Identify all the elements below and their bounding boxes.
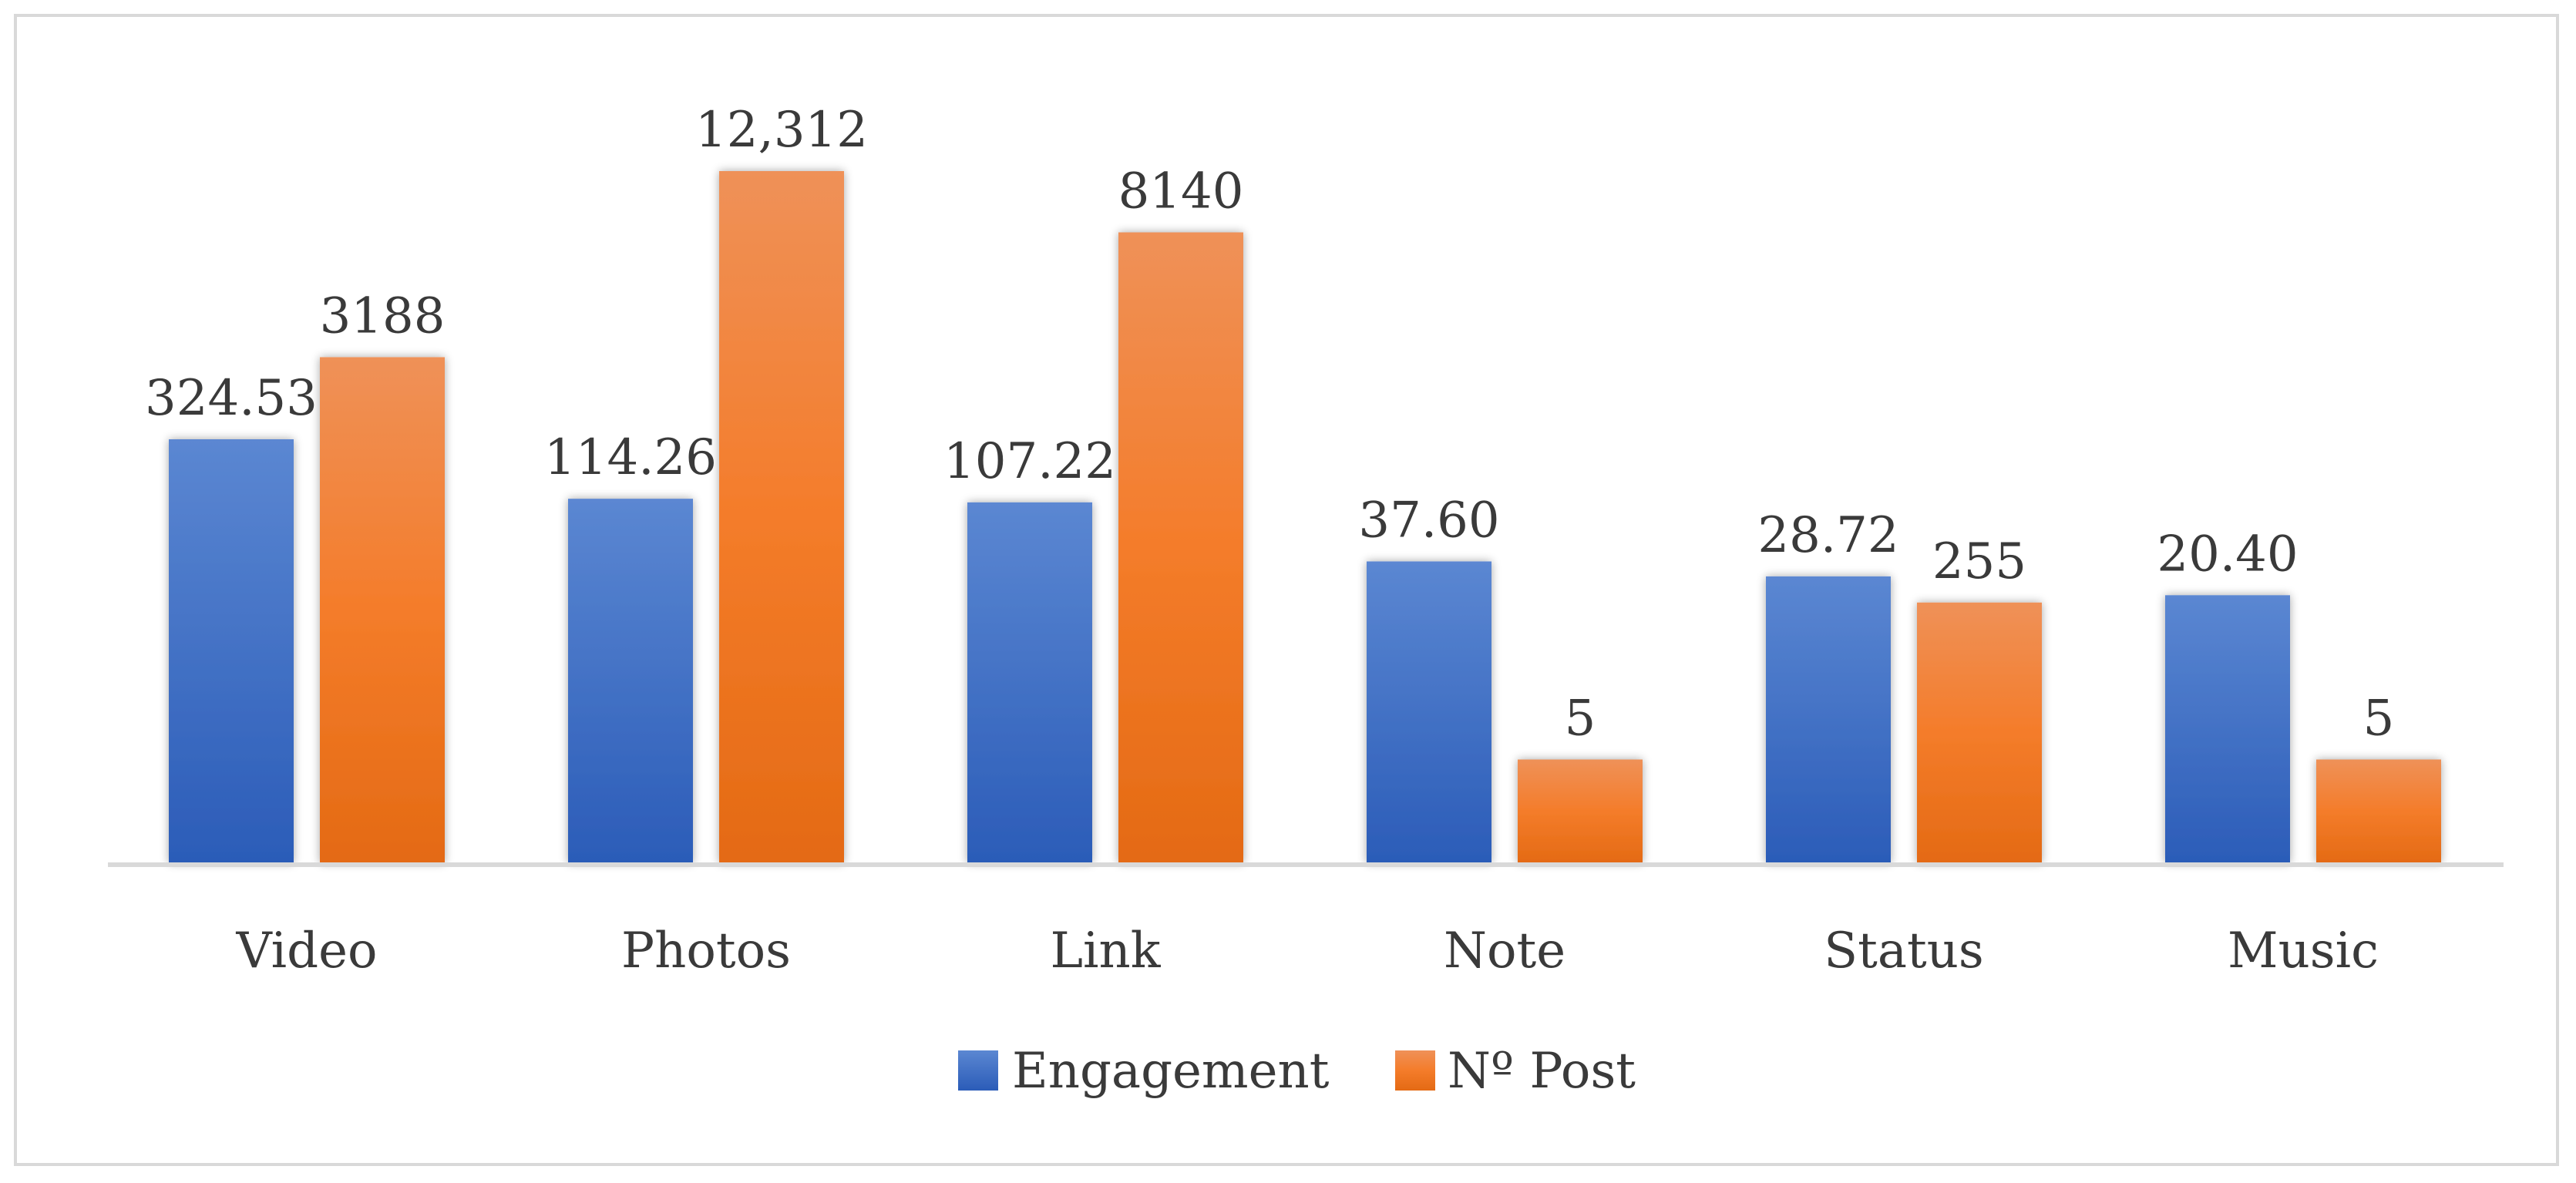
data-label-engagement-photos: 114.26 <box>544 429 717 486</box>
legend: Engagement Nº Post <box>958 1043 1636 1100</box>
bars-layer <box>169 171 2441 863</box>
data-label-engagement-video: 324.53 <box>145 370 318 427</box>
category-label-music: Music <box>2228 923 2379 980</box>
data-label-n-post-note: 5 <box>1565 691 1596 748</box>
bar-n-post-video <box>320 357 445 863</box>
legend-swatch-n-post <box>1395 1050 1435 1091</box>
bar-n-post-music <box>2316 759 2441 863</box>
bar-engagement-status <box>1766 576 1891 863</box>
category-labels-layer: Video Photos Link Note Status Music <box>236 923 2379 980</box>
bar-engagement-video <box>169 439 294 863</box>
bar-engagement-photos <box>568 499 693 863</box>
bar-n-post-status <box>1917 602 2042 863</box>
legend-swatch-engagement <box>958 1050 998 1091</box>
data-label-n-post-video: 3188 <box>320 287 446 344</box>
data-label-engagement-music: 20.40 <box>2157 526 2298 583</box>
data-label-engagement-status: 28.72 <box>1757 507 1898 564</box>
category-label-link: Link <box>1051 923 1162 980</box>
category-label-note: Note <box>1444 923 1565 980</box>
bar-n-post-photos <box>719 171 844 863</box>
data-label-n-post-music: 5 <box>2363 691 2395 748</box>
category-label-status: Status <box>1824 923 1984 980</box>
legend-label-engagement: Engagement <box>1012 1043 1330 1100</box>
bar-engagement-link <box>967 502 1092 863</box>
bar-engagement-note <box>1367 561 1491 863</box>
category-label-photos: Photos <box>621 923 791 980</box>
category-label-video: Video <box>236 923 378 980</box>
bar-engagement-music <box>2165 595 2290 863</box>
bar-n-post-link <box>1118 232 1243 863</box>
data-label-n-post-photos: 12,312 <box>695 102 868 159</box>
bar-n-post-note <box>1518 759 1643 863</box>
data-label-n-post-link: 8140 <box>1118 163 1244 220</box>
legend-label-n-post: Nº Post <box>1448 1043 1636 1100</box>
data-label-engagement-link: 107.22 <box>943 433 1116 490</box>
data-label-n-post-status: 255 <box>1932 533 2026 590</box>
data-label-engagement-note: 37.60 <box>1358 492 1499 549</box>
